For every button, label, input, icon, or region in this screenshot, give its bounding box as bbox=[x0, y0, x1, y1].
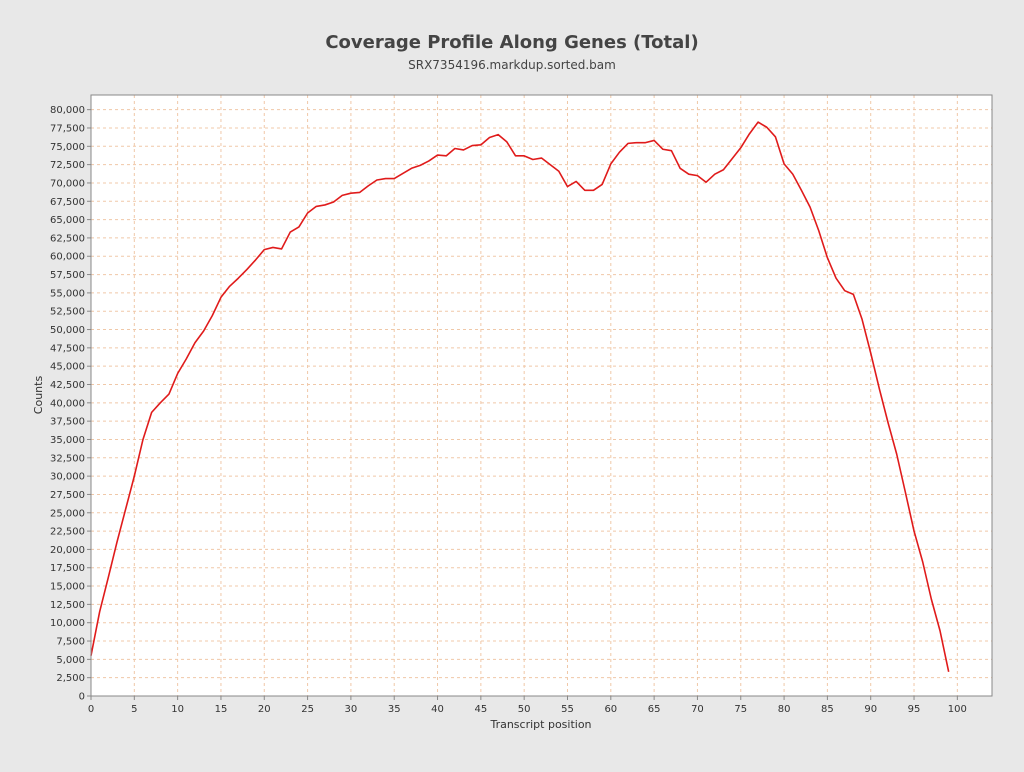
y-tick-label: 27,500 bbox=[50, 490, 85, 501]
x-tick-label: 55 bbox=[561, 704, 574, 715]
grid-layer bbox=[90, 95, 992, 697]
y-tick-label: 32,500 bbox=[50, 453, 85, 464]
y-tick-label: 80,000 bbox=[50, 105, 85, 116]
x-tick-label: 45 bbox=[474, 704, 487, 715]
y-tick-label: 30,000 bbox=[50, 472, 85, 483]
y-axis: 0 2,500 5,000 7,500 10,000 12,500 15,000 17,500… bbox=[50, 105, 91, 703]
y-tick-label: 62,500 bbox=[50, 233, 85, 244]
x-tick-label: 15 bbox=[215, 704, 228, 715]
y-tick-label: 25,000 bbox=[50, 508, 85, 519]
y-tick-label: 47,500 bbox=[50, 343, 85, 354]
y-tick-label: 45,000 bbox=[50, 362, 85, 373]
y-tick-label: 37,500 bbox=[50, 417, 85, 428]
x-tick-label: 40 bbox=[431, 704, 444, 715]
x-tick-label: 25 bbox=[301, 704, 314, 715]
x-tick-label: 60 bbox=[604, 704, 617, 715]
x-tick-label: 90 bbox=[864, 704, 877, 715]
coverage-series-line bbox=[90, 121, 950, 672]
x-tick-label: 10 bbox=[171, 704, 184, 715]
x-tick-label: 20 bbox=[258, 704, 271, 715]
plot-border bbox=[90, 94, 993, 697]
y-tick-label: 77,500 bbox=[50, 123, 85, 134]
y-tick-label: 75,000 bbox=[50, 142, 85, 153]
y-tick-label: 60,000 bbox=[50, 252, 85, 263]
x-tick-label: 80 bbox=[778, 704, 791, 715]
y-tick-label: 57,500 bbox=[50, 270, 85, 281]
y-tick-label: 52,500 bbox=[50, 307, 85, 318]
y-tick-label: 70,000 bbox=[50, 178, 85, 189]
plot-area bbox=[91, 95, 992, 696]
y-tick-label: 35,000 bbox=[50, 435, 85, 446]
y-tick-label: 67,500 bbox=[50, 197, 85, 208]
y-tick-label: 17,500 bbox=[50, 563, 85, 574]
y-tick-label: 10,000 bbox=[50, 618, 85, 629]
x-tick-label: 35 bbox=[388, 704, 401, 715]
y-tick-label: 0 bbox=[79, 692, 85, 703]
y-tick-label: 2,500 bbox=[56, 673, 85, 684]
x-tick-label: 50 bbox=[518, 704, 531, 715]
series-layer bbox=[90, 121, 950, 672]
y-tick-label: 50,000 bbox=[50, 325, 85, 336]
x-tick-label: 65 bbox=[648, 704, 661, 715]
y-tick-label: 42,500 bbox=[50, 380, 85, 391]
x-tick-label: 85 bbox=[821, 704, 834, 715]
y-axis-label: Counts bbox=[32, 376, 45, 415]
x-tick-label: 75 bbox=[734, 704, 747, 715]
x-tick-label: 95 bbox=[908, 704, 921, 715]
x-axis: 0 5 10 15 20 25 30 35 40 45 50 55 60 65 70 75 80 85 90 95 10… bbox=[88, 696, 967, 715]
chart-title: Coverage Profile Along Genes (Total) bbox=[325, 32, 698, 53]
y-tick-label: 12,500 bbox=[50, 600, 85, 611]
y-tick-label: 72,500 bbox=[50, 160, 85, 171]
x-axis-label: Transcript position bbox=[489, 718, 591, 731]
chart-subtitle: SRX7354196.markdup.sorted.bam bbox=[408, 58, 616, 72]
x-tick-label: 30 bbox=[345, 704, 358, 715]
y-tick-label: 55,000 bbox=[50, 288, 85, 299]
y-tick-label: 40,000 bbox=[50, 398, 85, 409]
y-tick-label: 65,000 bbox=[50, 215, 85, 226]
x-tick-label: 70 bbox=[691, 704, 704, 715]
y-tick-label: 15,000 bbox=[50, 582, 85, 593]
x-tick-label: 0 bbox=[88, 704, 94, 715]
y-tick-label: 20,000 bbox=[50, 545, 85, 556]
y-tick-label: 7,500 bbox=[56, 637, 85, 648]
y-tick-label: 5,000 bbox=[56, 655, 85, 666]
y-tick-label: 22,500 bbox=[50, 527, 85, 538]
x-tick-label: 100 bbox=[948, 704, 967, 715]
x-tick-label: 5 bbox=[131, 704, 137, 715]
